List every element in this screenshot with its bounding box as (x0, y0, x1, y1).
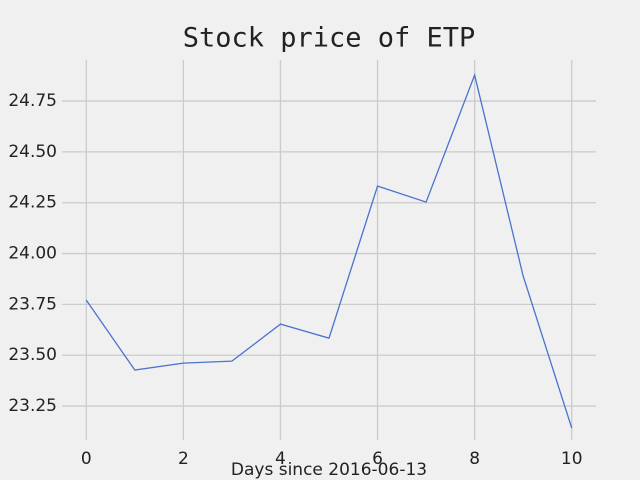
y-tick-label: 23.50 (8, 345, 57, 365)
x-tick-label: 0 (81, 449, 92, 469)
y-tick-label: 24.25 (8, 193, 57, 213)
line-series (85, 72, 573, 429)
chart-title: Stock price of ETP (183, 23, 476, 54)
y-tick-label: 24.75 (8, 91, 57, 111)
y-tick-label: 23.75 (8, 294, 57, 314)
x-tick-label: 8 (469, 449, 480, 469)
y-tick-label: 24.00 (8, 244, 57, 264)
x-tick-label: 4 (275, 449, 286, 469)
y-tick-label: 23.25 (8, 396, 57, 416)
y-tick-label: 24.50 (8, 142, 57, 162)
x-tick-label: 10 (561, 449, 583, 469)
x-axis-label: Days since 2016-06-13 (231, 460, 427, 480)
x-tick-label: 2 (178, 449, 189, 469)
x-tick-label: 6 (372, 449, 383, 469)
